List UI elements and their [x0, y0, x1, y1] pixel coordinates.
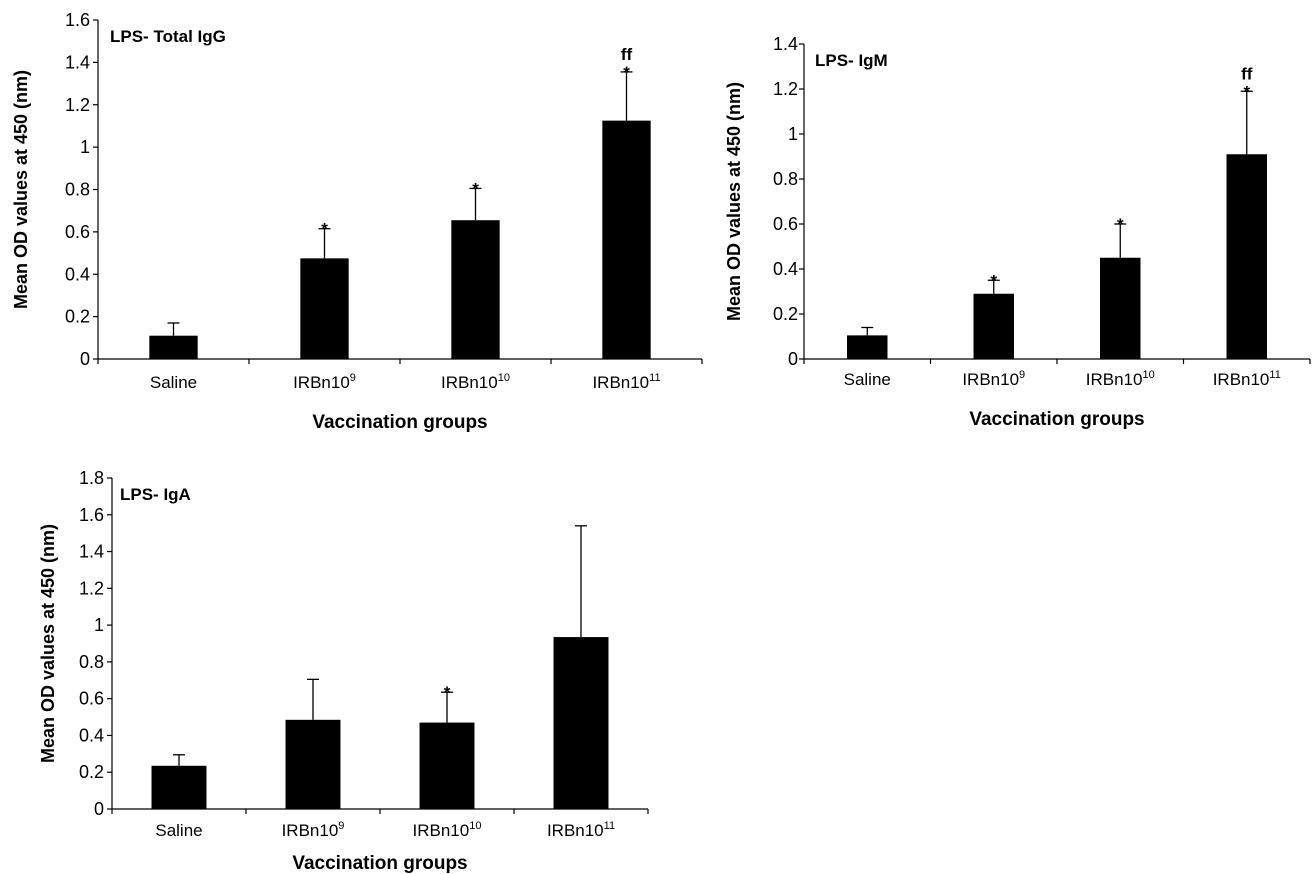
significance-asterisk: *	[990, 271, 997, 290]
significance-asterisk: *	[472, 179, 479, 198]
y-tick-label: 1	[788, 124, 798, 144]
x-tick-label: IRBn1011	[592, 372, 660, 392]
y-tick-label: 0.6	[79, 689, 104, 709]
bar	[151, 765, 207, 809]
y-tick-label: 1.2	[79, 578, 104, 598]
x-axis-label: Vaccination groups	[292, 853, 467, 874]
chart-panel-1: 0 0.2 0.4 0.6 0.8 1 1.2 1.4 1.6 Saline * IRBn109 * IR…	[11, 10, 703, 433]
y-tick-label: 1.2	[65, 95, 90, 115]
significance-ff: ff	[621, 45, 633, 64]
x-tick-label: IRBn1011	[547, 820, 615, 840]
bar	[1100, 257, 1141, 359]
x-tick-label: Saline	[844, 370, 891, 389]
bar	[553, 637, 609, 809]
chart-panel-3: 0 0.2 0.4 0.6 0.8 1 1.2 1.4 1.6 1.8 Saline IRBn109 *…	[38, 468, 649, 874]
chart-title: LPS- IgM	[815, 51, 888, 70]
y-tick-label: 0.2	[773, 304, 798, 324]
bar	[149, 335, 198, 359]
x-tick-label: IRBn1010	[441, 372, 510, 392]
bar	[419, 722, 475, 809]
x-tick-label: IRBn109	[962, 369, 1025, 389]
significance-asterisk: *	[444, 683, 451, 702]
y-tick-label: 1.8	[79, 468, 104, 488]
y-tick-label: 1.4	[65, 52, 90, 72]
x-tick-label: IRBn1010	[413, 820, 482, 840]
y-tick-label: 0.6	[773, 214, 798, 234]
x-tick-label: IRBn1010	[1086, 369, 1155, 389]
significance-ff: ff	[1241, 64, 1253, 83]
y-tick-label: 0.4	[79, 725, 104, 745]
y-tick-label: 0.2	[65, 307, 90, 327]
x-axis-label: Vaccination groups	[312, 412, 487, 433]
y-tick-label: 0.8	[79, 652, 104, 672]
y-tick-label: 0.8	[773, 169, 798, 189]
y-tick-label: 0.4	[65, 264, 90, 284]
significance-asterisk: *	[321, 220, 328, 239]
y-tick-label: 0	[80, 349, 90, 369]
bar	[300, 258, 349, 359]
significance-asterisk: *	[1117, 215, 1124, 234]
x-tick-label: IRBn1011	[1213, 369, 1281, 389]
y-tick-label: 0	[94, 799, 104, 819]
x-tick-label: Saline	[155, 821, 202, 840]
y-axis-label: Mean OD values at 450 (nm)	[38, 524, 58, 763]
y-tick-label: 1.6	[79, 505, 104, 525]
y-tick-label: 0.2	[79, 762, 104, 782]
bar	[602, 120, 651, 359]
y-axis-label: Mean OD values at 450 (nm)	[724, 82, 744, 321]
bar	[285, 719, 341, 809]
x-tick-label: IRBn109	[293, 372, 356, 392]
y-tick-label: 0.4	[773, 259, 798, 279]
y-tick-label: 1.6	[65, 10, 90, 30]
y-tick-label: 0	[788, 349, 798, 369]
significance-asterisk: *	[623, 63, 630, 82]
y-tick-label: 1	[80, 137, 90, 157]
y-tick-label: 1.2	[773, 79, 798, 99]
y-tick-label: 1	[94, 615, 104, 635]
x-axis-label: Vaccination groups	[969, 409, 1144, 430]
y-axis-label: Mean OD values at 450 (nm)	[11, 70, 31, 309]
y-tick-label: 1.4	[773, 34, 798, 54]
bar	[973, 293, 1014, 359]
chart-panel-2: 0 0.2 0.4 0.6 0.8 1 1.2 1.4 Saline * IRBn109 * IRBn1…	[724, 34, 1311, 430]
chart-title: LPS- Total IgG	[110, 27, 226, 46]
bar	[451, 220, 500, 359]
chart-title: LPS- IgA	[120, 485, 191, 504]
y-tick-label: 0.8	[65, 180, 90, 200]
y-tick-label: 1.4	[79, 542, 104, 562]
bar	[1226, 154, 1267, 359]
x-tick-label: IRBn109	[282, 820, 345, 840]
y-tick-label: 0.6	[65, 222, 90, 242]
bar	[847, 335, 888, 359]
significance-asterisk: *	[1243, 82, 1250, 101]
x-tick-label: Saline	[150, 373, 197, 392]
